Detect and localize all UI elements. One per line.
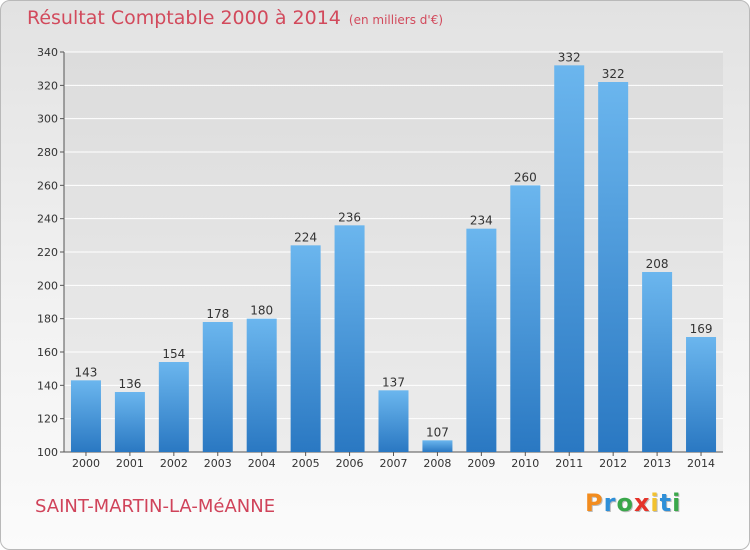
bar — [422, 440, 453, 452]
x-tick-label: 2000 — [72, 457, 100, 470]
bar — [290, 245, 321, 452]
logo-letter: t — [659, 489, 673, 517]
y-tick-label: 260 — [37, 179, 58, 192]
x-tick-label: 2011 — [555, 457, 583, 470]
data-label: 136 — [118, 377, 141, 391]
y-tick-label: 160 — [37, 346, 58, 359]
data-label: 260 — [514, 170, 537, 184]
data-label: 154 — [162, 347, 185, 361]
x-tick-label: 2009 — [467, 457, 495, 470]
bar — [642, 272, 673, 452]
x-tick-label: 2003 — [204, 457, 232, 470]
x-tick-label: 2008 — [423, 457, 451, 470]
bar — [202, 322, 233, 452]
data-label: 322 — [602, 67, 625, 81]
x-tick-label: 2004 — [248, 457, 276, 470]
data-label: 208 — [646, 257, 669, 271]
y-tick-label: 320 — [37, 79, 58, 92]
data-label: 332 — [558, 50, 581, 64]
logo-letter: P — [585, 489, 604, 517]
x-tick-label: 2010 — [511, 457, 539, 470]
logo-letter: x — [633, 489, 651, 517]
data-label: 169 — [690, 322, 713, 336]
y-tick-label: 140 — [37, 379, 58, 392]
logo-letter: i — [672, 489, 682, 517]
y-tick-label: 220 — [37, 246, 58, 259]
y-tick-label: 180 — [37, 313, 58, 326]
bar — [70, 380, 101, 452]
x-tick-label: 2013 — [643, 457, 671, 470]
data-label: 180 — [250, 304, 273, 318]
logo-letter: i — [650, 489, 660, 517]
data-label: 236 — [338, 210, 361, 224]
data-label: 234 — [470, 214, 493, 228]
bar — [334, 225, 365, 452]
y-tick-label: 120 — [37, 413, 58, 426]
x-tick-label: 2001 — [116, 457, 144, 470]
bar — [510, 185, 541, 453]
bar — [158, 362, 189, 452]
bar — [466, 228, 497, 452]
y-tick-label: 240 — [37, 213, 58, 226]
bar — [686, 337, 717, 452]
x-tick-label: 2012 — [599, 457, 627, 470]
x-tick-label: 2002 — [160, 457, 188, 470]
bar — [246, 318, 277, 452]
proxiti-logo: Proxiti — [585, 489, 681, 517]
y-tick-label: 100 — [37, 446, 58, 459]
logo-letter: o — [616, 489, 634, 517]
data-label: 143 — [75, 365, 98, 379]
data-label: 107 — [426, 425, 449, 439]
y-tick-label: 300 — [37, 113, 58, 126]
y-tick-label: 280 — [37, 146, 58, 159]
y-tick-label: 200 — [37, 279, 58, 292]
bar — [598, 82, 629, 452]
x-tick-label: 2005 — [292, 457, 320, 470]
commune-name: SAINT-MARTIN-LA-MéANNE — [35, 496, 276, 517]
data-label: 178 — [206, 307, 229, 321]
logo-letter: r — [603, 489, 617, 517]
bar — [378, 390, 409, 452]
chart-title: Résultat Comptable 2000 à 2014 (en millie… — [27, 7, 443, 29]
data-label: 137 — [382, 375, 405, 389]
chart-subtitle: (en milliers d'€) — [348, 13, 444, 27]
x-tick-label: 2014 — [687, 457, 715, 470]
title-text: Résultat Comptable 2000 à 2014 — [27, 7, 341, 29]
bar — [554, 65, 585, 452]
y-tick-label: 340 — [37, 46, 58, 59]
x-tick-label: 2006 — [336, 457, 364, 470]
x-tick-label: 2007 — [380, 457, 408, 470]
data-label: 224 — [294, 230, 317, 244]
bar — [114, 392, 145, 452]
